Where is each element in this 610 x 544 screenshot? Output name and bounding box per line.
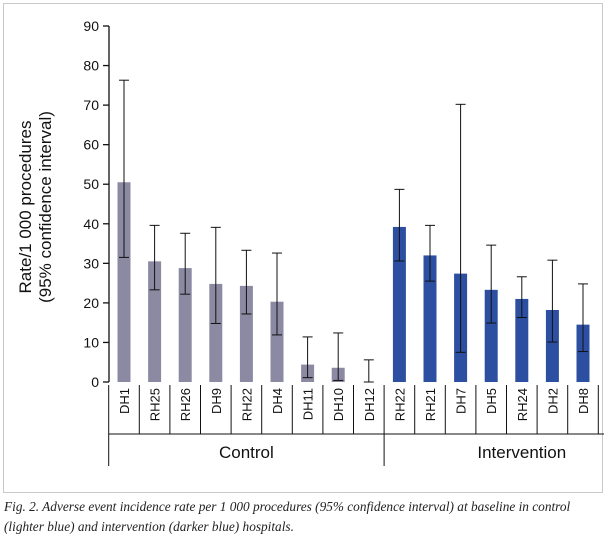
x-tick-label: DH2 [545,388,560,414]
y-axis-label-line1: Rate/1 000 procedures [16,121,35,294]
x-tick-label: DH5 [484,388,499,414]
y-axis: 0 10 20 30 40 50 60 70 80 90 [83,18,110,390]
y-tick-label: 80 [83,58,99,74]
y-tick-label: 50 [83,176,99,192]
x-tick-label: DH4 [270,388,285,414]
y-axis-label: Rate/1 000 procedures (95% confidence in… [16,111,55,303]
bar [117,182,131,382]
y-tick-label: 30 [83,255,99,271]
x-tick-label: DH12 [362,388,377,421]
bar [239,285,253,382]
x-tick-label: DH1 [117,388,132,414]
y-tick-label: 70 [83,97,99,113]
x-axis: DH1 RH25 RH26 DH9 RH22 DH4 DH11 DH10 DH12 RH22 RH2… [108,385,604,466]
x-tick-label: RH22 [392,388,407,421]
bar [484,289,498,382]
bar [148,261,162,382]
y-tick-label: 40 [83,216,99,232]
bar-chart: 0 10 20 30 40 50 60 70 80 90 Rate/1 000 procedure… [16,18,604,466]
group-label: Intervention [477,443,566,462]
x-tick-label: DH10 [331,388,346,421]
bar [209,283,223,382]
figure-frame: 0 10 20 30 40 50 60 70 80 90 Rate/1 000 procedure… [3,3,604,493]
bar [515,298,529,382]
y-axis-label-line2: (95% confidence interval) [36,111,55,303]
x-tick-label: RH22 [239,388,254,421]
y-tick-label: 0 [91,374,99,390]
x-tick-label: DH7 [454,388,469,414]
y-tick-label: 10 [83,334,99,350]
figure-caption: Fig. 2. Adverse event incidence rate per… [4,499,571,534]
x-tick-label: DH11 [301,388,316,420]
y-tick-label: 60 [83,137,99,153]
bars [117,79,590,383]
y-tick-label: 90 [83,18,99,34]
x-tick-label: RH24 [515,388,530,421]
bar [392,226,406,382]
bar [576,324,590,382]
bar [545,310,559,382]
bar [270,301,284,382]
y-tick-label: 20 [83,295,99,311]
group-label: Control [219,443,274,462]
x-tick-label: RH21 [423,388,438,421]
bar [423,255,437,382]
x-tick-label: DH9 [209,388,224,414]
x-tick-label: RH26 [178,388,193,421]
x-tick-label: DH8 [576,388,591,414]
bar [178,268,192,382]
group-labels: Control Intervention [219,443,566,462]
x-tick-label: RH25 [148,388,163,421]
